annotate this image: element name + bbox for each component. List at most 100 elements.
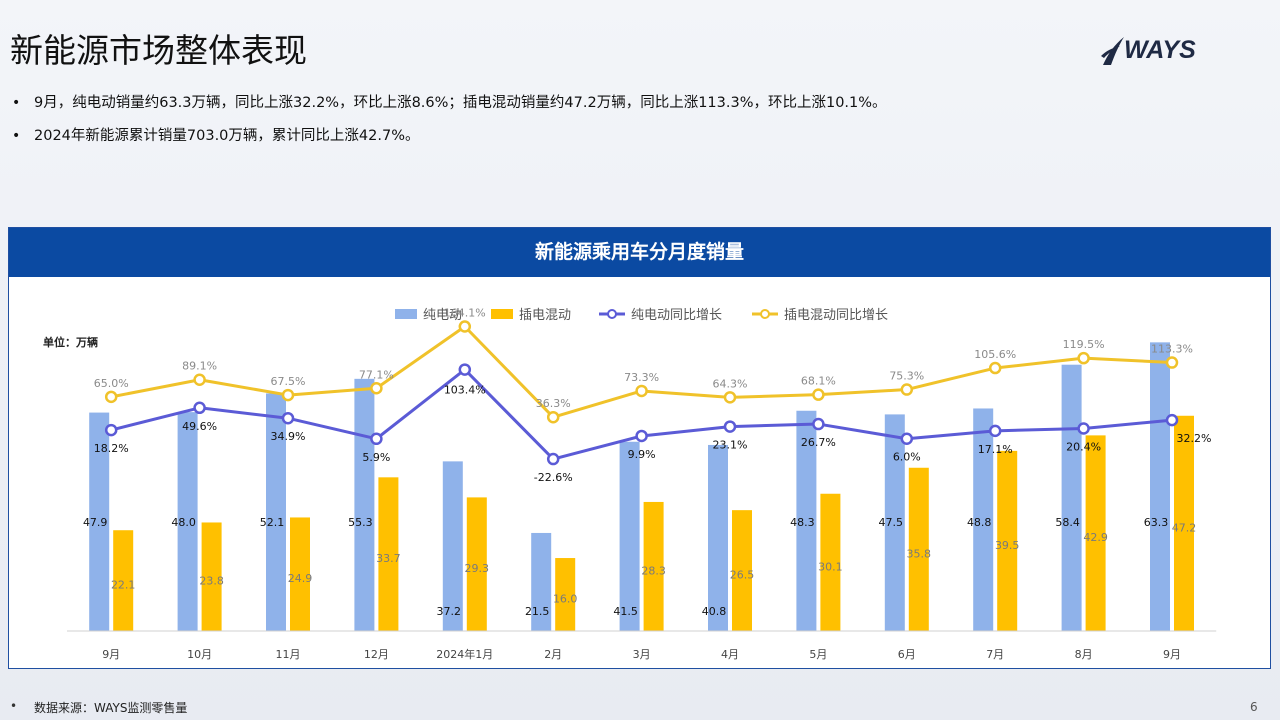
bar-label-bev: 47.9: [83, 516, 108, 529]
phev-growth-point: [988, 361, 1002, 375]
phev-growth-label: 75.3%: [889, 370, 924, 383]
bev-growth-point: [1077, 422, 1090, 435]
legend-swatch-bev: [395, 309, 417, 319]
legend-swatch-phev: [491, 309, 513, 319]
bev-growth-point: [546, 452, 560, 466]
bar-bev: [619, 441, 640, 631]
bar-label-phev: 39.5: [995, 539, 1020, 552]
legend-label: 插电混动同比增长: [784, 308, 888, 323]
footer-bullet: •: [10, 699, 18, 713]
x-tick-label: 2024年1月: [436, 647, 493, 661]
bar-bev: [796, 410, 817, 631]
phev-growth-point: [812, 388, 825, 401]
bar-label-bev: 48.3: [790, 516, 815, 529]
phev-growth-label: 89.1%: [182, 360, 217, 373]
bev-growth-point: [635, 429, 648, 443]
bar-label-phev: 22.1: [111, 579, 136, 592]
phev-growth-point: [635, 384, 648, 398]
x-tick-label: 2月: [544, 648, 562, 661]
x-tick-label: 3月: [633, 648, 651, 661]
bev-growth-label: 18.2%: [94, 442, 129, 455]
bar-bev: [354, 378, 375, 631]
x-tick-label: 4月: [721, 648, 739, 661]
phev-growth-label: 113.3%: [1151, 343, 1193, 356]
bev-growth-point: [988, 424, 1002, 438]
bar-label-bev: 48.8: [967, 516, 992, 529]
phev-growth-point: [370, 382, 383, 395]
ways-logo: WAYS: [1100, 34, 1220, 70]
summary-bullets: 9月，纯电动销量约63.3万辆，同比上涨32.2%，环比上涨8.6%；插电混动销…: [12, 92, 887, 158]
bev-growth-point: [900, 432, 914, 445]
phev-growth-label: 65.0%: [94, 377, 129, 390]
phev-growth-point: [723, 391, 737, 404]
bev-growth-point: [723, 420, 737, 433]
bar-label-bev: 40.8: [702, 605, 727, 618]
bev-growth-label: 17.1%: [978, 443, 1013, 456]
bev-growth-point: [370, 432, 383, 446]
x-tick-label: 11月: [276, 648, 301, 661]
bar-label-bev: 47.5: [879, 516, 904, 529]
phev-growth-label: 64.3%: [713, 377, 748, 390]
page-title: 新能源市场整体表现: [10, 31, 307, 70]
phev-growth-point: [546, 410, 560, 424]
bar-phev: [997, 450, 1018, 631]
phev-growth-label: 164.1%: [444, 306, 486, 319]
bar-label-phev: 23.8: [199, 575, 224, 588]
phev-growth-label: 68.1%: [801, 375, 836, 388]
bar-label-bev: 63.3: [1144, 516, 1169, 529]
bev-growth-label: 26.7%: [801, 436, 836, 449]
bar-label-phev: 47.2: [1172, 521, 1197, 534]
bar-label-phev: 30.1: [818, 560, 843, 573]
bar-phev: [732, 510, 752, 631]
summary-bullet: 2024年新能源累计销量703.0万辆，累计同比上涨42.7%。: [12, 125, 887, 147]
x-tick-label: 10月: [187, 648, 212, 661]
phev-growth-label: 105.6%: [974, 348, 1016, 361]
bar-phev: [908, 467, 929, 631]
legend-label: 插电混动: [519, 308, 571, 323]
bev-growth-label: 49.6%: [182, 420, 217, 433]
phev-growth-point: [281, 388, 295, 402]
bar-bev: [708, 444, 728, 631]
bev-growth-label: 34.9%: [271, 430, 306, 443]
phev-growth-label: 67.5%: [271, 375, 306, 388]
bar-phev: [1085, 435, 1106, 631]
bar-phev: [466, 497, 487, 631]
bev-growth-label: 32.2%: [1177, 432, 1212, 445]
bar-bev: [89, 412, 110, 631]
bar-phev: [113, 530, 134, 631]
bev-growth-label: 5.9%: [362, 451, 390, 464]
phev-growth-label: 36.3%: [536, 397, 571, 410]
bev-growth-point: [812, 417, 825, 431]
bev-growth-point: [193, 401, 206, 415]
bev-growth-label: 23.1%: [713, 439, 748, 452]
bar-phev: [1174, 415, 1194, 631]
phev-growth-label: 119.5%: [1063, 338, 1105, 351]
phev-growth-point: [900, 383, 914, 396]
phev-growth-point: [193, 373, 206, 386]
phev-growth-label: 77.1%: [359, 368, 394, 381]
bar-phev: [555, 558, 576, 631]
legend-marker-phev-growth: [760, 309, 770, 319]
legend-marker-bev-growth: [607, 309, 617, 319]
bar-bev: [1150, 342, 1170, 631]
bar-label-bev: 21.5: [525, 605, 550, 618]
legend-label: 纯电动: [423, 308, 462, 323]
x-tick-label: 12月: [364, 648, 389, 661]
chart-title: 新能源乘用车分月度销量: [9, 228, 1270, 277]
bar-label-bev: 58.4: [1055, 516, 1080, 529]
x-tick-label: 7月: [986, 648, 1004, 661]
bar-bev: [531, 532, 552, 631]
bar-label-phev: 28.3: [641, 564, 666, 577]
bar-phev: [290, 517, 310, 631]
x-tick-label: 8月: [1075, 648, 1093, 661]
bev-growth-point: [281, 411, 295, 425]
bar-bev: [266, 393, 286, 631]
bar-bev: [442, 461, 463, 631]
bev-growth-label: 9.9%: [628, 448, 656, 461]
x-tick-label: 6月: [898, 648, 916, 661]
bar-bev: [1061, 364, 1082, 631]
bar-label-phev: 26.5: [730, 569, 755, 582]
bar-label-phev: 35.8: [907, 547, 932, 560]
bar-label-phev: 29.3: [465, 562, 490, 575]
bar-label-phev: 16.0: [553, 593, 578, 606]
